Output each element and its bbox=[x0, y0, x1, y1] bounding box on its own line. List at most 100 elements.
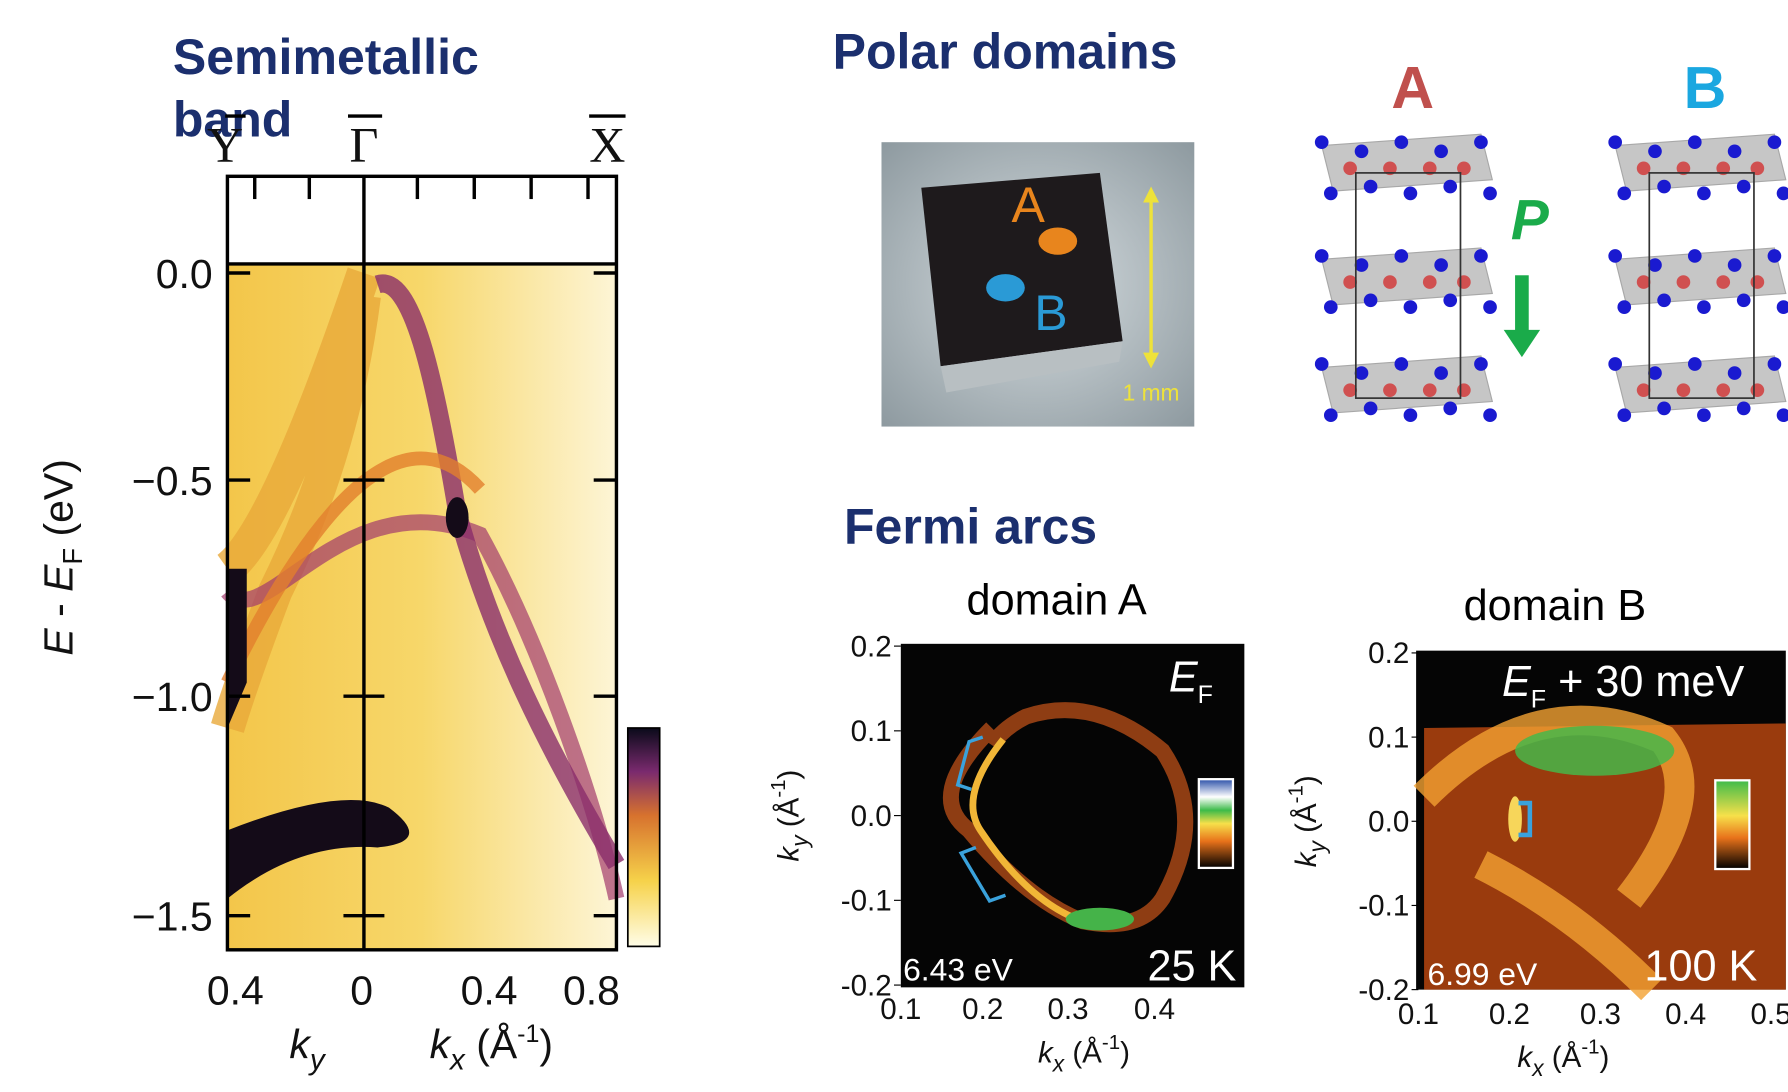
label: X bbox=[589, 117, 625, 173]
graphic: ky bbox=[289, 1021, 326, 1076]
atom bbox=[1343, 275, 1357, 289]
y-tick-label: 0.0 bbox=[1368, 806, 1409, 839]
graphic: −1.0 bbox=[132, 674, 213, 720]
label: 6.43 eV bbox=[903, 952, 1014, 988]
y-tick-label: 0.1 bbox=[851, 715, 892, 748]
atom bbox=[1608, 249, 1622, 263]
atom bbox=[1395, 249, 1409, 263]
atom bbox=[1364, 180, 1378, 194]
atom bbox=[1617, 187, 1631, 201]
graphic bbox=[1199, 779, 1233, 868]
graphic: −1.5 bbox=[132, 893, 213, 939]
fermi-panel: Fermi arcs domain A domain B EF 6.43 eV … bbox=[767, 499, 1788, 1081]
label: F bbox=[1198, 681, 1213, 709]
atom bbox=[1777, 187, 1788, 201]
label-part: -1 bbox=[767, 779, 790, 797]
atom bbox=[1364, 402, 1378, 416]
atom bbox=[1343, 383, 1357, 397]
label: ) bbox=[539, 1021, 553, 1067]
label: 0.4 bbox=[461, 967, 518, 1013]
crystal-structure bbox=[1608, 134, 1788, 422]
label: A bbox=[1391, 54, 1434, 121]
label-part: -1 bbox=[1102, 1031, 1120, 1054]
graphic: 0.4 bbox=[461, 967, 518, 1013]
label-part: ) bbox=[1600, 1041, 1610, 1074]
label: 6.99 eV bbox=[1427, 956, 1538, 992]
atom bbox=[1315, 135, 1329, 149]
label: (eV) bbox=[36, 459, 82, 548]
atom bbox=[1364, 293, 1378, 307]
atom bbox=[1677, 275, 1691, 289]
atom bbox=[1637, 383, 1651, 397]
label-part: ) bbox=[1120, 1036, 1130, 1069]
atom bbox=[1443, 293, 1457, 307]
graphic bbox=[446, 497, 469, 538]
x-tick-label: 0.4 bbox=[1665, 998, 1706, 1031]
label: E bbox=[36, 628, 82, 656]
label: Fermi arcs bbox=[844, 499, 1097, 555]
graphic bbox=[1066, 908, 1134, 931]
atom bbox=[1483, 300, 1497, 314]
label: 1 mm bbox=[1123, 379, 1180, 405]
atom bbox=[1657, 402, 1671, 416]
atom bbox=[1737, 402, 1751, 416]
atom bbox=[1315, 357, 1329, 371]
atom bbox=[1383, 275, 1397, 289]
band-panel: Semimetallic band Y Γ X 0.0 −0.5 −1.0 −1… bbox=[36, 29, 660, 1076]
graphic: Y bbox=[207, 117, 243, 173]
atom bbox=[1657, 293, 1671, 307]
graphic: Γ bbox=[349, 117, 378, 173]
y-axis-label: ky (Å-1) bbox=[767, 770, 813, 862]
label-part: y bbox=[1304, 839, 1330, 854]
label: 0.0 bbox=[156, 251, 213, 297]
atom bbox=[1434, 144, 1448, 158]
atom bbox=[1751, 383, 1765, 397]
atom bbox=[1768, 357, 1782, 371]
x-tick-label: 0.3 bbox=[1047, 993, 1088, 1026]
graphic bbox=[1715, 780, 1749, 869]
x-tick-label: 0.4 bbox=[1134, 993, 1175, 1026]
atom bbox=[1777, 300, 1788, 314]
atom bbox=[1324, 408, 1338, 422]
label-part: ) bbox=[1290, 775, 1323, 785]
graphic: −0.5 bbox=[132, 458, 213, 504]
atom bbox=[1768, 249, 1782, 263]
label: - bbox=[36, 592, 82, 628]
label: x bbox=[448, 1043, 466, 1076]
label: 0 bbox=[350, 967, 373, 1013]
label: E bbox=[1502, 658, 1532, 706]
graphic bbox=[628, 728, 660, 946]
y-tick-label: 0.2 bbox=[851, 630, 892, 663]
label-part: (Å bbox=[1064, 1036, 1102, 1069]
y-tick-label: 0.2 bbox=[1368, 637, 1409, 670]
label: E bbox=[36, 564, 82, 592]
y-axis-label: ky (Å-1) bbox=[1284, 775, 1330, 867]
label-part: k bbox=[1290, 850, 1323, 867]
atom bbox=[1697, 300, 1711, 314]
label: domain A bbox=[967, 576, 1147, 624]
atom bbox=[1395, 357, 1409, 371]
label: Y bbox=[207, 117, 243, 173]
atom bbox=[1617, 300, 1631, 314]
atom bbox=[1768, 135, 1782, 149]
atom bbox=[1637, 275, 1651, 289]
label-part: -1 bbox=[1581, 1035, 1599, 1058]
label-part: (Å bbox=[1290, 803, 1323, 841]
atom bbox=[1324, 187, 1338, 201]
label-part: ) bbox=[772, 770, 805, 780]
label: B bbox=[1034, 285, 1067, 341]
y-tick-label: -0.1 bbox=[1358, 890, 1409, 923]
label: P bbox=[1511, 189, 1550, 252]
atom bbox=[1383, 383, 1397, 397]
atom bbox=[1697, 408, 1711, 422]
graphic: 0.4 bbox=[207, 967, 264, 1013]
atom bbox=[1648, 258, 1662, 272]
label: Semimetallic bbox=[173, 29, 479, 85]
label: (Å bbox=[465, 1021, 518, 1067]
x-tick-label: 0.3 bbox=[1580, 998, 1621, 1031]
atom bbox=[1617, 408, 1631, 422]
crystal-structure bbox=[1315, 134, 1497, 422]
atom bbox=[1315, 249, 1329, 263]
label: A bbox=[1012, 177, 1046, 233]
atom bbox=[1697, 187, 1711, 201]
